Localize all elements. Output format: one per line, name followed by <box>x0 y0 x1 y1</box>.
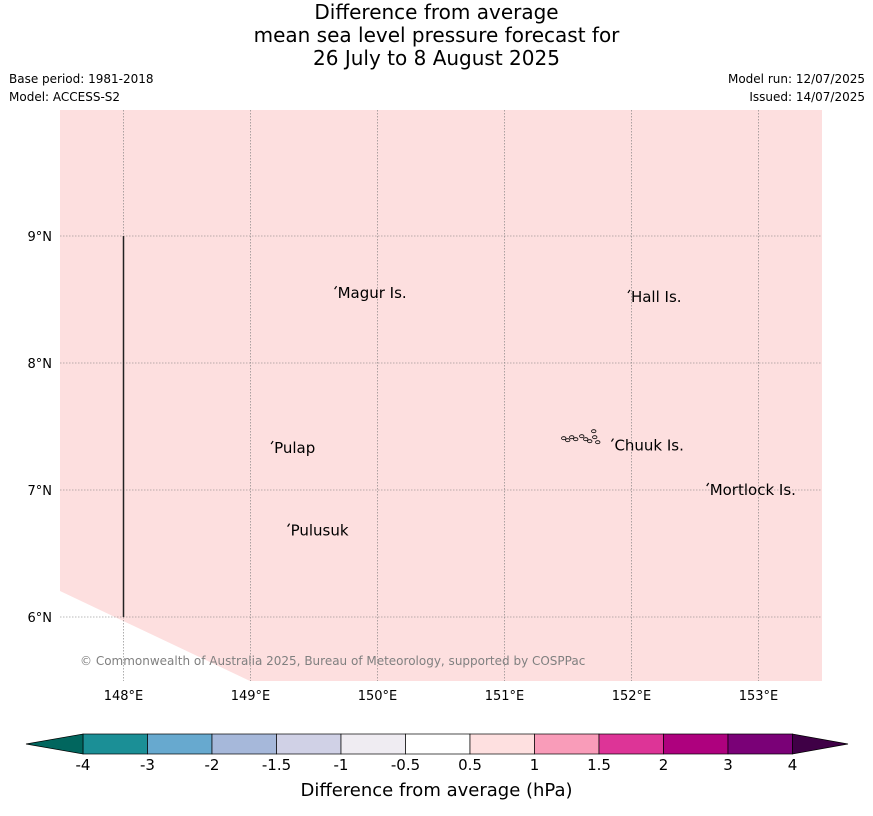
lon-tick-label: 153°E <box>739 689 779 704</box>
meta-left: Base period: 1981-2018 Model: ACCESS-S2 <box>9 70 154 106</box>
colorbar-tick-label: 3 <box>723 756 733 774</box>
lat-tick-label: 6°N <box>28 611 53 626</box>
colorbar-tick-label: -1 <box>333 756 349 774</box>
base-period: Base period: 1981-2018 <box>9 72 154 86</box>
colorbar-tick-label: 0.5 <box>458 756 482 774</box>
title-line-3: 26 July to 8 August 2025 <box>313 46 560 70</box>
colorbar-high-extend <box>792 733 849 755</box>
colorbar-swatch <box>469 733 535 755</box>
chuuk-island-shape <box>595 440 601 445</box>
colorbar-swatch <box>211 733 277 755</box>
colorbar-tick-label: 4 <box>787 756 798 774</box>
colorbar-swatch <box>534 733 600 755</box>
colorbar-tick-label: -1.5 <box>261 756 292 774</box>
place-label: Mortlock Is. <box>710 481 796 499</box>
chuuk-island-shape <box>565 438 571 443</box>
colorbar-swatch <box>82 733 148 755</box>
colorbar-swatch <box>663 733 729 755</box>
island-outline <box>706 482 710 487</box>
colorbar-tick-label: -2 <box>204 756 220 774</box>
title-line-1: Difference from average <box>314 0 559 24</box>
island-outline <box>610 438 614 442</box>
copyright-text: © Commonwealth of Australia 2025, Bureau… <box>80 654 585 668</box>
colorbar-tick-label: -4 <box>75 756 91 774</box>
chuuk-island-shape <box>573 437 579 442</box>
colorbar-label: Difference from average (hPa) <box>300 780 573 801</box>
colorbar-swatch <box>405 733 471 755</box>
title-line-2: mean sea level pressure forecast for <box>253 23 620 47</box>
place-label: Pulusuk <box>291 522 349 540</box>
lat-tick-label: 8°N <box>28 357 53 372</box>
colorbar-swatch <box>727 733 793 755</box>
place-label: Pulap <box>274 439 315 457</box>
pressure-anomaly-fill <box>60 110 822 681</box>
lon-tick-label: 149°E <box>231 689 271 704</box>
model-name: Model: ACCESS-S2 <box>9 90 121 104</box>
island-outline <box>287 523 291 527</box>
chuuk-island-shape <box>561 436 567 441</box>
colorbar-tick-label: -0.5 <box>390 756 421 774</box>
place-label: Magur Is. <box>338 284 407 302</box>
chuuk-island-shape <box>592 435 598 440</box>
lon-tick-label: 152°E <box>612 689 652 704</box>
lat-tick-label: 7°N <box>28 484 53 499</box>
place-label: Hall Is. <box>631 288 682 306</box>
island-outline <box>627 289 631 294</box>
chuuk-island-shape <box>569 435 575 440</box>
chuuk-island-shape <box>591 429 597 434</box>
chuuk-island-shape <box>579 434 585 439</box>
lon-tick-label: 148°E <box>104 689 144 704</box>
colorbar-swatch <box>598 733 664 755</box>
colorbar-tick-label: 1.5 <box>587 756 611 774</box>
lat-tick-label: 9°N <box>28 230 53 245</box>
colorbar-swatch <box>340 733 406 755</box>
colorbar-swatch <box>147 733 213 755</box>
lon-tick-label: 151°E <box>485 689 525 704</box>
chuuk-island-shape <box>583 437 589 442</box>
meta-right: Model run: 12/07/2025 Issued: 14/07/2025 <box>728 70 865 106</box>
island-outline <box>334 285 338 290</box>
colorbar-tick-label: 2 <box>658 756 669 774</box>
colorbar-tick-label: -3 <box>140 756 155 774</box>
issued-date: Issued: 14/07/2025 <box>749 90 865 104</box>
colorbar-tick-label: 1 <box>529 756 540 774</box>
colorbar-low-extend <box>25 733 84 755</box>
chuuk-island-shape <box>587 439 593 444</box>
model-run: Model run: 12/07/2025 <box>727 72 865 86</box>
place-label: Chuuk Is. <box>614 437 683 455</box>
island-outline <box>270 440 274 445</box>
colorbar-swatch <box>276 733 342 755</box>
lon-tick-label: 150°E <box>358 689 398 704</box>
